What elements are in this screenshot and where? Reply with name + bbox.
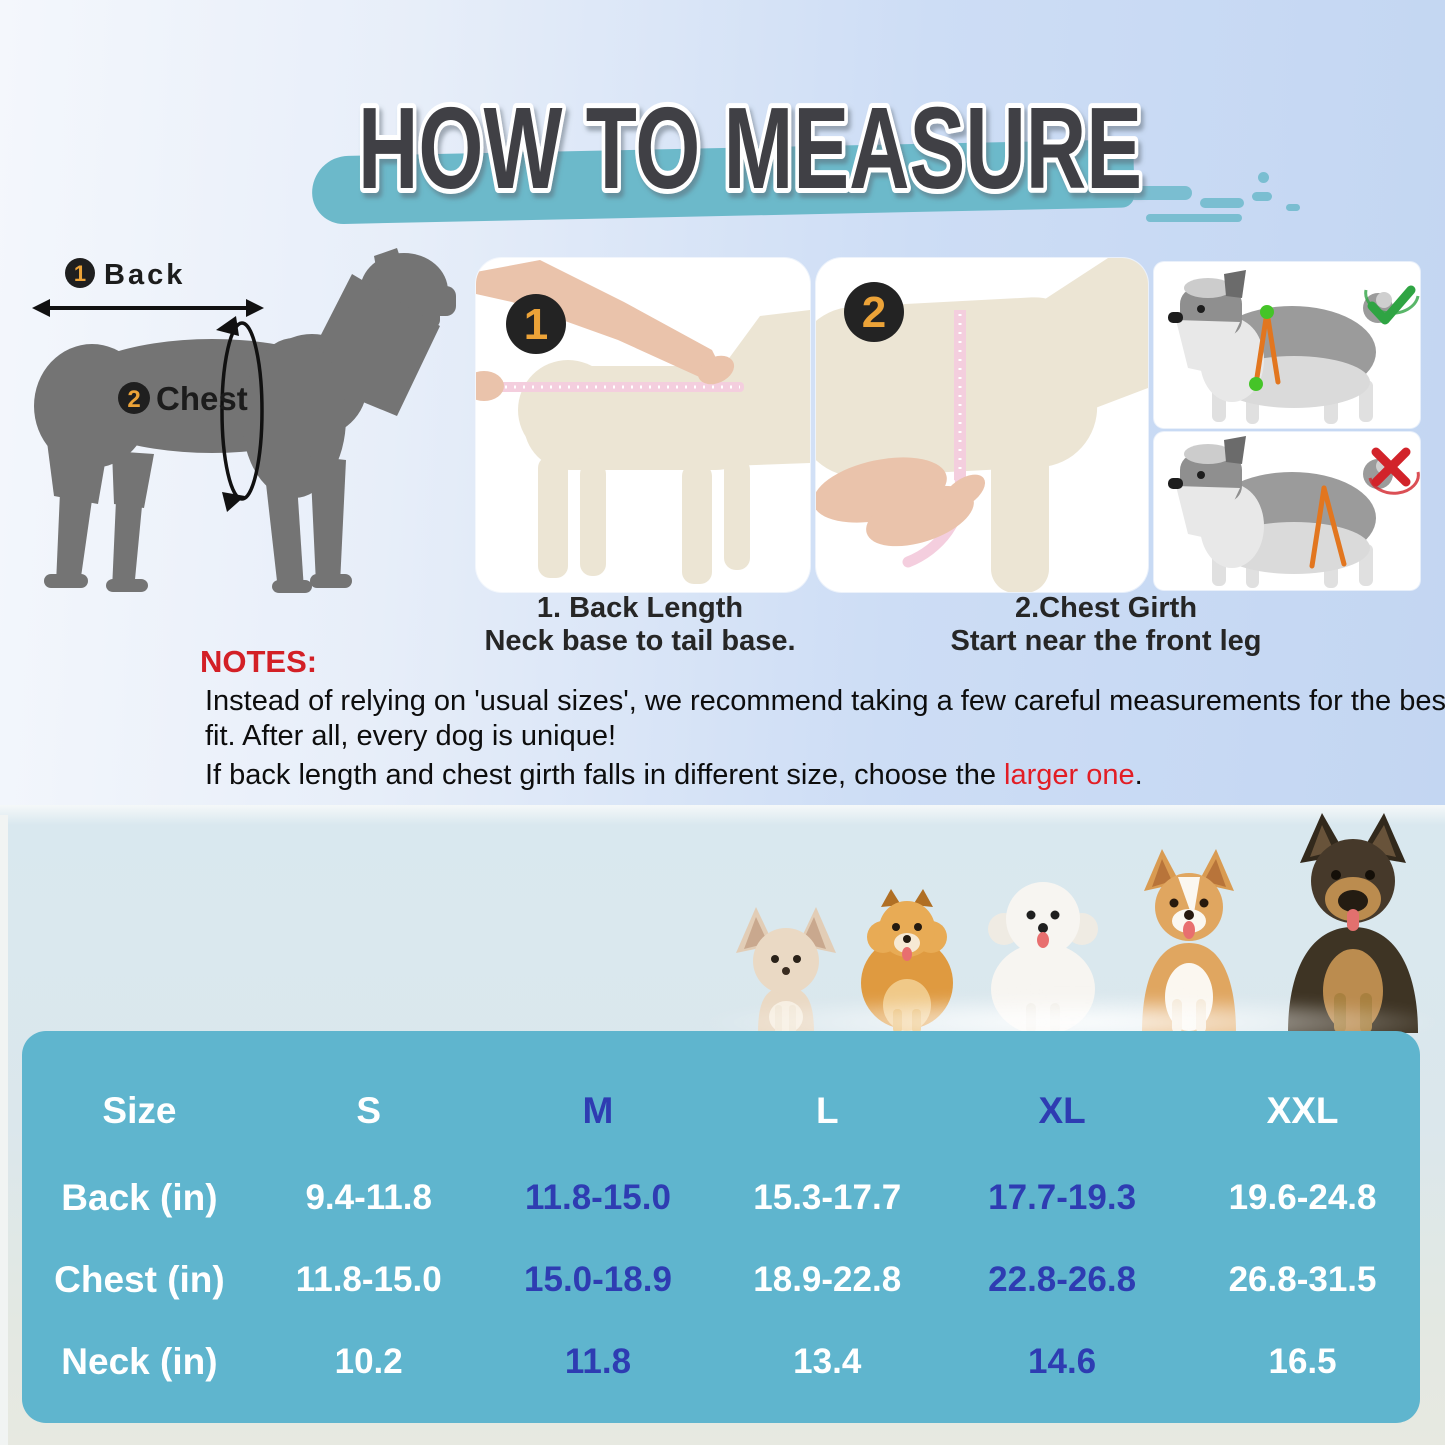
row-label: Chest (in) <box>54 1259 225 1300</box>
measuring-tape <box>492 382 744 392</box>
measure-instructions-section: HOW TO MEASURE <box>0 0 1445 805</box>
chest-label: Chest <box>156 380 248 417</box>
brush-splatter <box>1146 214 1242 222</box>
size-table-header-cell: M <box>582 1090 614 1131</box>
table-cell: 14.6 <box>1028 1342 1097 1381</box>
table-cell: 13.4 <box>793 1342 862 1381</box>
size-table-header-cell: L <box>815 1090 839 1131</box>
notes-paragraph-2-text: If back length and chest girth falls in … <box>205 759 1005 791</box>
size-table-header-cell: Size <box>102 1090 177 1131</box>
brush-splatter <box>1258 172 1269 183</box>
cross-icon <box>1368 447 1420 495</box>
size-table-header-cell: XL <box>1038 1090 1086 1131</box>
dog-silhouette <box>34 248 456 593</box>
chest-badge-number: 2 <box>127 386 140 413</box>
harness-wrong-position <box>1309 485 1347 569</box>
schnauzer-dog <box>1168 436 1393 588</box>
notes-paragraph-2: If back length and chest girth falls in … <box>205 758 1445 793</box>
correct-measure-example <box>1154 262 1420 428</box>
step-2-caption: 2.Chest Girth Start near the front leg <box>928 592 1284 658</box>
table-cell: 16.5 <box>1268 1342 1337 1381</box>
size-table-row-chest: Chest (in) 11.8-15.0 15.0-18.9 18.9-22.8… <box>22 1239 1420 1321</box>
brush-splatter <box>1128 186 1192 200</box>
size-chart-section: Size S M L XL XXL Back (in) 9.4-11.8 11.… <box>0 805 1445 1445</box>
table-cell: 11.8-15.0 <box>524 1178 671 1217</box>
page-title-text: HOW TO MEASURE <box>358 83 1142 213</box>
size-table-header-cell: XXL <box>1266 1090 1339 1131</box>
step-1-number: 1 <box>524 300 548 349</box>
table-cell: 18.9-22.8 <box>753 1260 902 1299</box>
table-cell: 15.0-18.9 <box>524 1260 672 1299</box>
size-table: Size S M L XL XXL Back (in) 9.4-11.8 11.… <box>22 1031 1420 1423</box>
table-cell: 11.8-15.0 <box>295 1260 442 1299</box>
table-cell: 15.3-17.7 <box>753 1178 902 1217</box>
step-2-caption-title: 2.Chest Girth <box>1014 592 1198 624</box>
back-length-photo: 1 <box>476 258 810 592</box>
person-arm <box>476 260 735 401</box>
back-badge-number: 1 <box>74 261 86 286</box>
check-icon <box>1364 285 1420 325</box>
table-cell: 19.6-24.8 <box>1228 1178 1377 1217</box>
harness-correct-position <box>1249 305 1281 391</box>
size-table-row-back: Back (in) 9.4-11.8 11.8-15.0 15.3-17.7 1… <box>22 1157 1420 1239</box>
notes-paragraph-1: Instead of relying on 'usual sizes', we … <box>205 685 1445 752</box>
size-table-header-cell: S <box>356 1090 382 1131</box>
row-label: Back (in) <box>61 1177 218 1218</box>
page-title: HOW TO MEASURE <box>353 78 1147 218</box>
back-label: Back <box>104 259 185 291</box>
chest-girth-photo: 2 <box>816 258 1148 592</box>
person-hands <box>816 457 986 547</box>
back-length-arrow <box>32 299 264 317</box>
size-table-row-neck: Neck (in) 10.2 11.8 13.4 14.6 16.5 <box>22 1321 1420 1403</box>
table-cell: 10.2 <box>334 1342 403 1381</box>
chest-number-badge <box>118 382 150 414</box>
notes-paragraph-2-period: . <box>1134 759 1143 791</box>
row-label: Neck (in) <box>61 1341 218 1382</box>
size-table-header-row: Size S M L XL XXL <box>22 1065 1420 1157</box>
table-cell: 22.8-26.8 <box>988 1260 1137 1299</box>
step-1-caption: 1. Back Length Neck base to tail base. <box>455 592 825 658</box>
notes-paragraph-2-highlight: larger one <box>1004 759 1135 791</box>
step-2-badge: 2 <box>844 282 904 342</box>
incorrect-measure-example <box>1154 432 1420 590</box>
back-number-badge <box>65 258 95 288</box>
table-cell: 26.8-31.5 <box>1228 1260 1377 1299</box>
step-1-caption-subtitle: Neck base to tail base. <box>484 625 796 657</box>
chest-girth-arrow <box>216 316 264 512</box>
step-2-caption-subtitle: Start near the front leg <box>950 625 1262 657</box>
dog-measure-diagram: 1 Back 2 Chest <box>32 248 456 593</box>
table-cell: 17.7-19.3 <box>988 1178 1137 1217</box>
brush-splatter <box>1286 204 1300 211</box>
table-cell: 9.4-11.8 <box>305 1178 432 1217</box>
back-label-group: 1 Back <box>65 258 185 291</box>
step-1-badge: 1 <box>506 294 566 354</box>
table-cell: 11.8 <box>564 1342 632 1381</box>
dog-mannequin-torso <box>816 258 1148 592</box>
brush-splatter <box>1252 192 1272 201</box>
left-margin-strip <box>0 815 8 1445</box>
step-2-number: 2 <box>862 288 886 337</box>
schnauzer-dog <box>1168 270 1393 424</box>
brush-splatter <box>1200 198 1244 208</box>
step-1-caption-title: 1. Back Length <box>536 592 744 624</box>
chest-label-group: 2 Chest <box>118 380 248 417</box>
notes-heading: NOTES: <box>200 644 318 679</box>
